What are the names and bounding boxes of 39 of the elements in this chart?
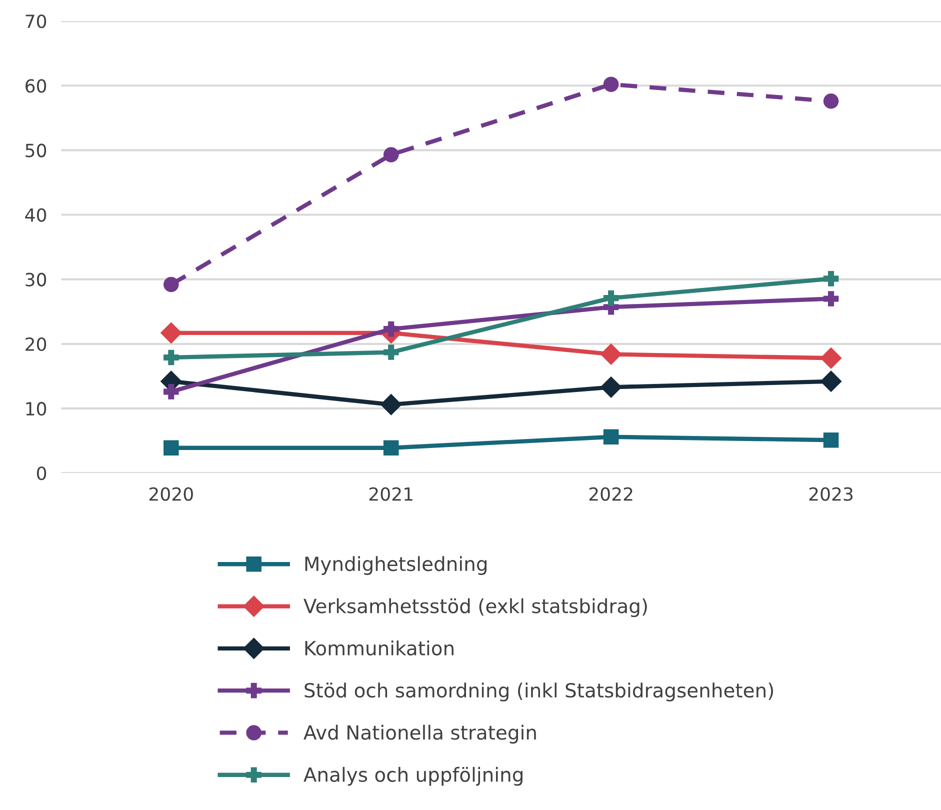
point	[383, 147, 399, 162]
point	[823, 271, 839, 286]
y-tick-label: 40	[25, 208, 46, 222]
y-tick-label: 10	[26, 402, 46, 416]
point	[820, 370, 842, 392]
y-tick-label: 0	[36, 466, 46, 480]
x-tick-label: 2020	[149, 487, 193, 501]
legend-label: Verksamhetsstöd (exkl statsbidrag)	[304, 598, 647, 618]
legend-label: Stöd och samordning (inkl Statsbidragsenheten)	[304, 682, 774, 702]
x-tick-label: 2021	[369, 487, 412, 501]
x-tick-label: 2022	[589, 487, 632, 501]
point	[823, 291, 839, 306]
point	[164, 440, 179, 456]
point	[603, 76, 619, 92]
point	[820, 348, 842, 369]
legend-label: Myndighetsledning	[305, 556, 486, 575]
legend-label: Kommunikation	[305, 640, 454, 656]
point	[383, 440, 399, 456]
point	[383, 344, 399, 360]
legend-label: Avd Nationella strategin	[304, 724, 536, 744]
point	[164, 384, 179, 400]
point	[160, 322, 182, 344]
point	[603, 429, 619, 445]
point	[600, 376, 622, 398]
point	[823, 432, 839, 448]
point	[383, 321, 399, 337]
point	[600, 344, 622, 365]
legend-label: Analys och uppföljning	[304, 766, 522, 786]
point	[380, 394, 402, 416]
y-tick-label: 50	[26, 144, 46, 158]
point	[164, 276, 179, 292]
point	[823, 93, 839, 109]
y-tick-label: 70	[26, 14, 46, 28]
x-tick-label: 2023	[809, 487, 853, 501]
point	[164, 350, 179, 366]
y-tick-label: 20	[26, 337, 46, 352]
point	[603, 290, 619, 306]
y-tick-label: 60	[26, 79, 46, 93]
y-tick-label: 30	[26, 272, 46, 286]
